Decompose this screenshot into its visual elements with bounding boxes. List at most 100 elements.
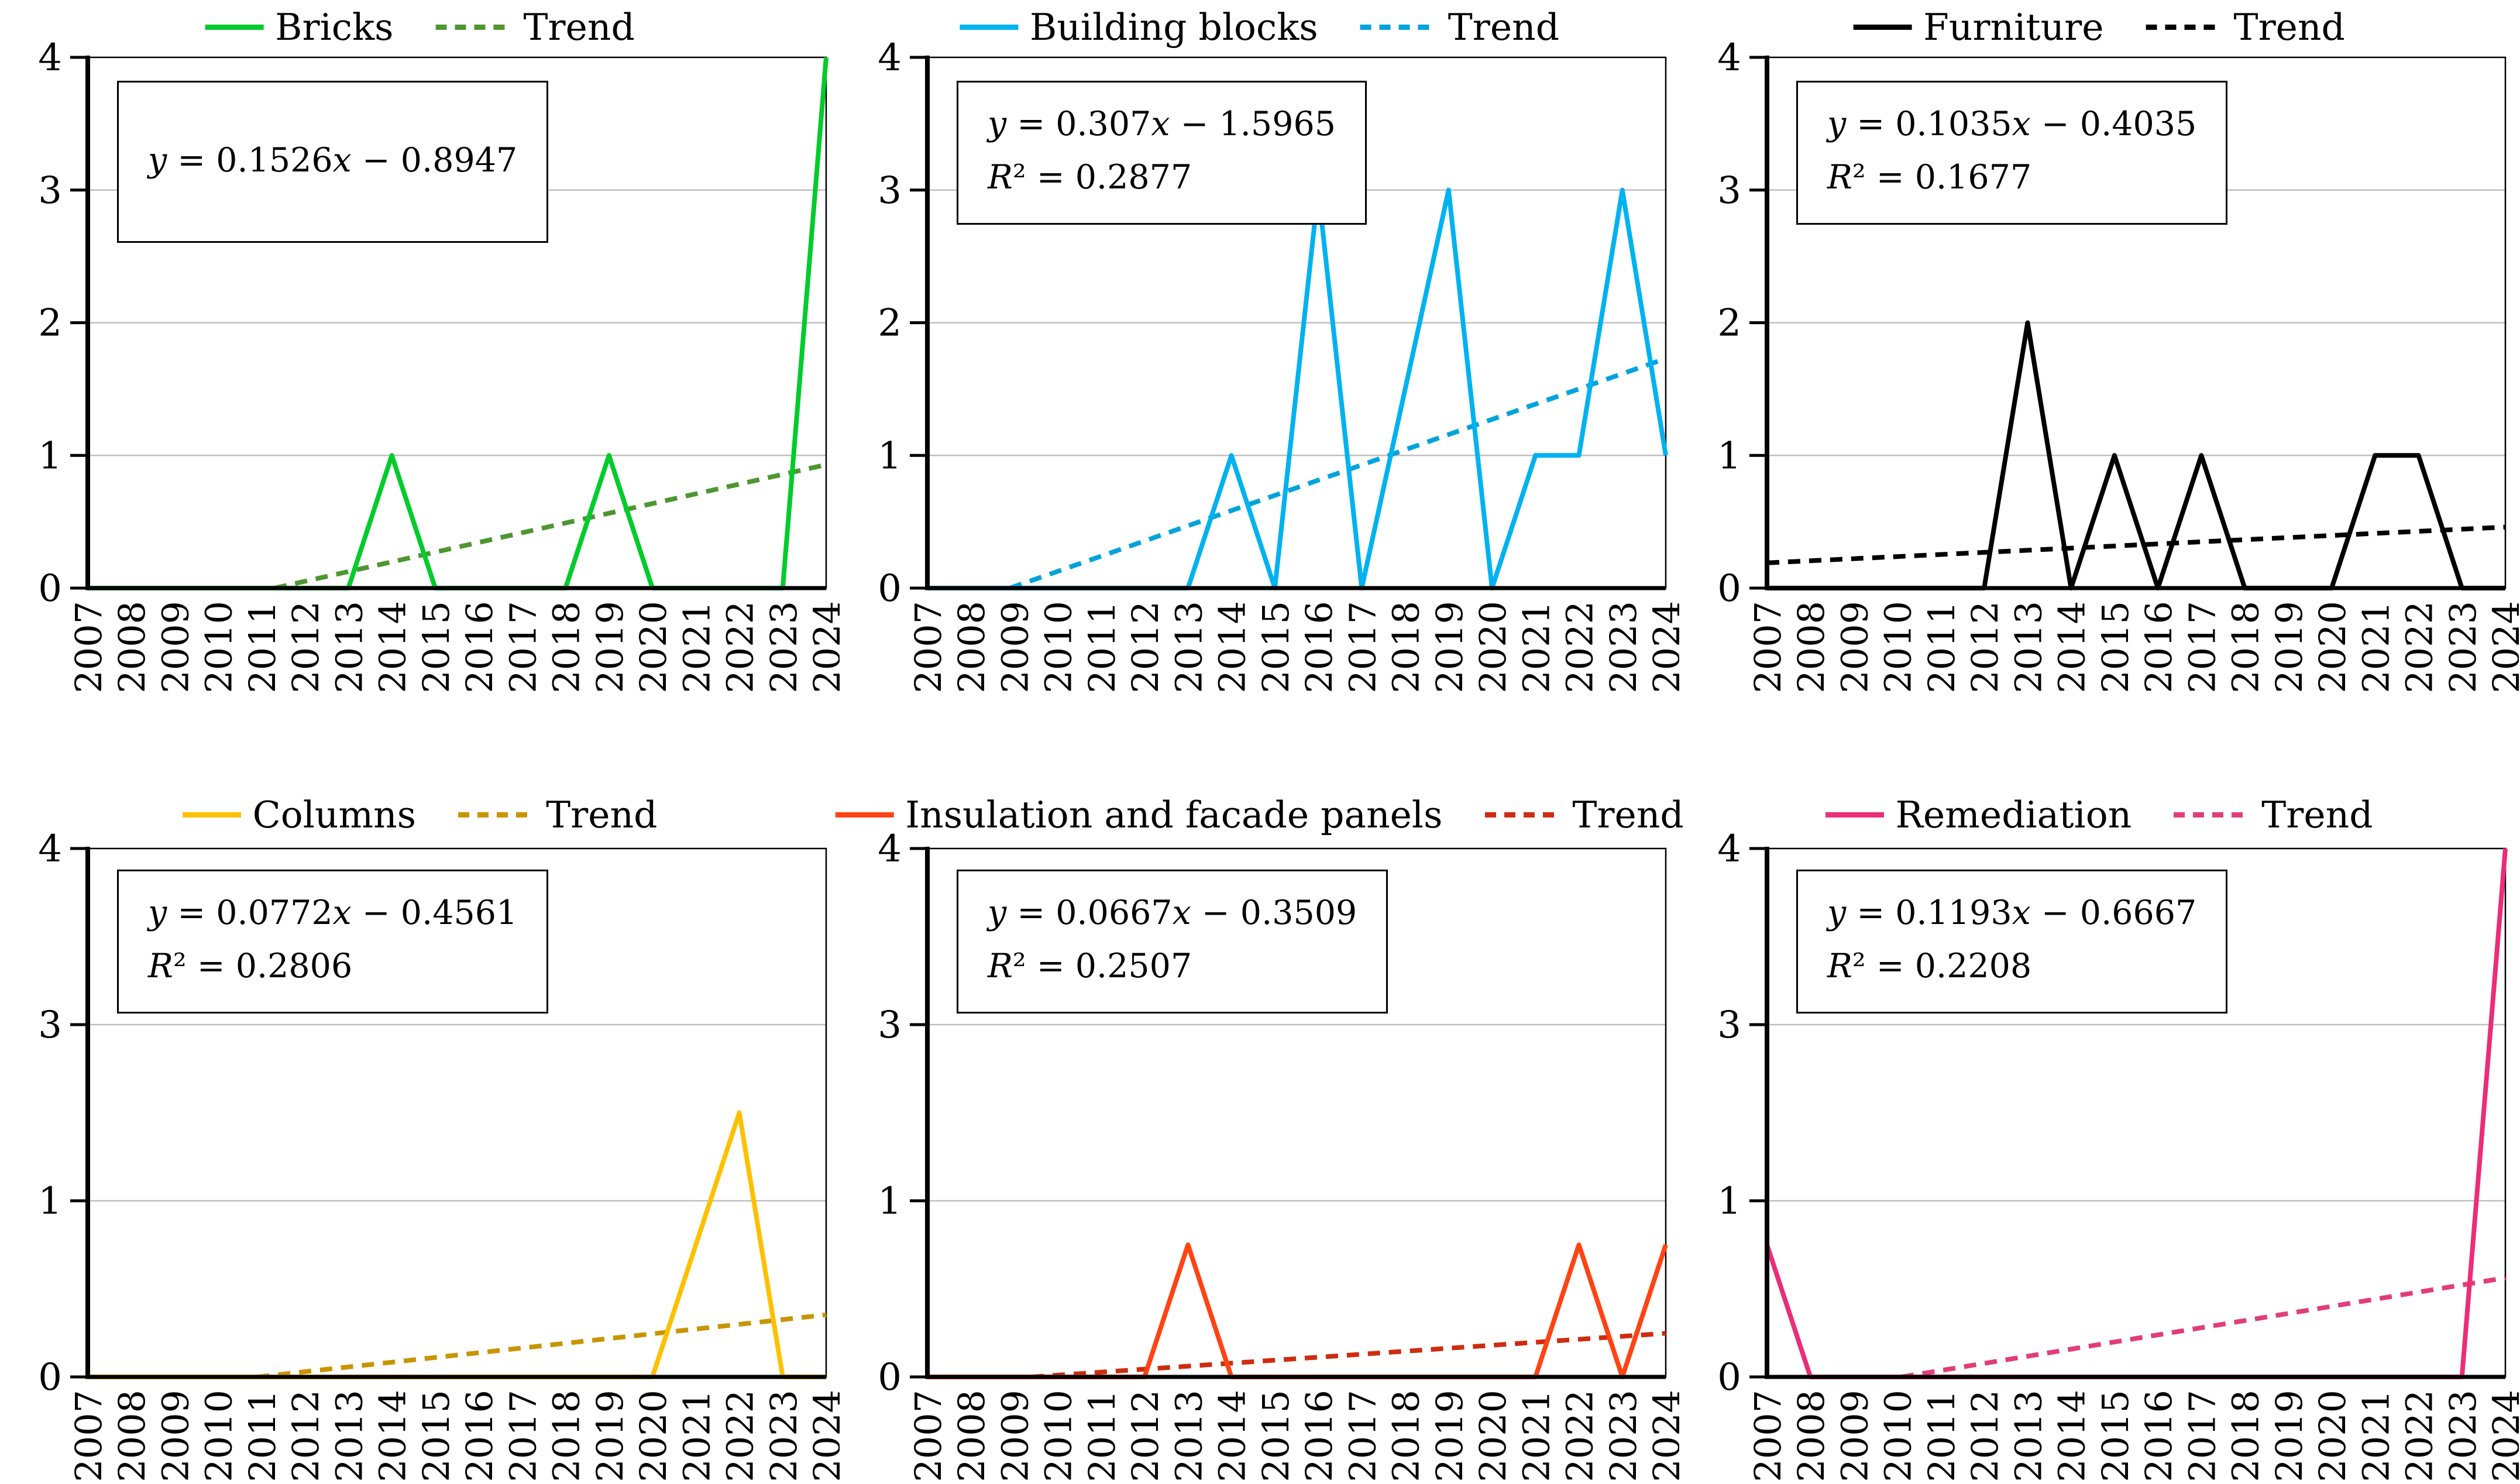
svg-text:0: 0 bbox=[1717, 567, 1741, 610]
svg-text:2010: 2010 bbox=[1877, 601, 1920, 693]
svg-text:2015: 2015 bbox=[415, 601, 458, 693]
svg-text:2021: 2021 bbox=[675, 1390, 718, 1482]
svg-text:2: 2 bbox=[38, 302, 62, 345]
r2-text: R² = 0.2877 bbox=[988, 158, 1192, 197]
trend-line-swatch bbox=[1484, 812, 1561, 817]
svg-text:2022: 2022 bbox=[1559, 1390, 1601, 1482]
svg-text:2: 2 bbox=[1717, 302, 1741, 345]
svg-text:3: 3 bbox=[1717, 1004, 1741, 1047]
gridlines bbox=[1767, 189, 2505, 456]
equation-text: y = 0.0667x − 0.3509 bbox=[988, 894, 1357, 932]
svg-text:1: 1 bbox=[1717, 1180, 1741, 1223]
svg-text:2015: 2015 bbox=[1254, 1390, 1297, 1482]
x-axis-labels: 2007 2008 2009 2010 2011 2012 2013 2014 2015 2016… bbox=[67, 1390, 840, 1482]
trend-line-swatch bbox=[435, 25, 512, 30]
svg-text:2013: 2013 bbox=[328, 601, 370, 693]
svg-text:0: 0 bbox=[38, 1356, 62, 1399]
svg-text:1: 1 bbox=[38, 1180, 62, 1223]
svg-text:2008: 2008 bbox=[950, 1390, 993, 1482]
trend-line-swatch bbox=[1360, 25, 1436, 30]
svg-text:1: 1 bbox=[38, 434, 62, 478]
gridlines bbox=[927, 1023, 1666, 1202]
trend-line bbox=[1009, 356, 1667, 590]
svg-text:2017: 2017 bbox=[2181, 1390, 2223, 1482]
svg-text:2015: 2015 bbox=[1254, 601, 1297, 693]
svg-text:2007: 2007 bbox=[67, 1390, 110, 1482]
svg-text:2023: 2023 bbox=[762, 601, 805, 693]
x-axis-labels: 2007 2008 2009 2010 2011 2012 2013 2014 2015 2016… bbox=[67, 601, 840, 693]
y-axis-labels: 0 1 2 3 4 bbox=[878, 36, 927, 610]
trend-line bbox=[1031, 1331, 1666, 1379]
svg-text:3: 3 bbox=[1717, 169, 1741, 212]
svg-text:1: 1 bbox=[878, 1180, 902, 1223]
svg-text:2018: 2018 bbox=[1385, 601, 1428, 693]
series-line-swatch bbox=[1853, 25, 1912, 30]
svg-text:2007: 2007 bbox=[1747, 1390, 1789, 1482]
series-line-swatch bbox=[959, 25, 1018, 30]
legend: Insulation and facade panels Trend bbox=[835, 793, 1684, 836]
svg-text:2008: 2008 bbox=[1790, 1390, 1833, 1482]
svg-text:4: 4 bbox=[1717, 36, 1741, 80]
svg-text:2022: 2022 bbox=[2398, 601, 2441, 693]
panel-bricks: Bricks Trend y = 0.1526x − 0.8947 0 1 2 3 4 2… bbox=[0, 0, 840, 742]
equation-box: y = 0.307x − 1.5965 R² = 0.2877 bbox=[957, 81, 1367, 225]
svg-text:2021: 2021 bbox=[1515, 1390, 1558, 1482]
series-line-swatch bbox=[182, 812, 241, 817]
svg-text:2019: 2019 bbox=[1428, 601, 1471, 693]
svg-text:2010: 2010 bbox=[1877, 1390, 1920, 1482]
panel-furniture: Furniture Trend y = 0.1035x − 0.4035 R² … bbox=[1679, 0, 2519, 742]
legend-trend-label: Trend bbox=[546, 793, 658, 836]
svg-text:2024: 2024 bbox=[1645, 601, 1679, 693]
y-axis-labels: 0 1 3 4 bbox=[878, 827, 927, 1399]
equation-box: y = 0.1193x − 0.6667 R² = 0.2208 bbox=[1796, 870, 2228, 1014]
gridlines bbox=[927, 189, 1666, 456]
svg-text:2024: 2024 bbox=[2485, 1390, 2519, 1482]
series-line bbox=[927, 187, 1668, 590]
svg-text:2022: 2022 bbox=[1559, 601, 1601, 693]
gridlines bbox=[1767, 1023, 2505, 1202]
svg-text:2007: 2007 bbox=[907, 1390, 950, 1482]
svg-text:3: 3 bbox=[878, 1004, 902, 1047]
svg-text:2016: 2016 bbox=[458, 1390, 501, 1482]
legend-series-label: Building blocks bbox=[1029, 6, 1318, 49]
equation-text: y = 0.1526x − 0.8947 bbox=[148, 141, 518, 180]
svg-text:2009: 2009 bbox=[993, 601, 1036, 693]
trend-line bbox=[1901, 1275, 2506, 1379]
svg-text:2013: 2013 bbox=[2007, 601, 2050, 693]
svg-text:2008: 2008 bbox=[111, 601, 153, 693]
svg-text:2020: 2020 bbox=[1472, 1390, 1514, 1482]
svg-text:2013: 2013 bbox=[1167, 601, 1210, 693]
legend-trend-label: Trend bbox=[1448, 6, 1560, 49]
svg-text:2009: 2009 bbox=[1833, 1390, 1876, 1482]
svg-text:2020: 2020 bbox=[632, 601, 675, 693]
svg-text:2014: 2014 bbox=[1211, 1390, 1254, 1482]
legend-series-label: Furniture bbox=[1923, 6, 2104, 49]
svg-text:2018: 2018 bbox=[545, 1390, 588, 1482]
svg-text:0: 0 bbox=[878, 567, 902, 610]
series-line-swatch bbox=[1825, 812, 1884, 817]
panel-columns: Columns Trend y = 0.0772x − 0.4561 R² = … bbox=[0, 742, 840, 1484]
svg-text:2009: 2009 bbox=[154, 1390, 197, 1482]
x-axis-labels: 2007 2008 2009 2010 2011 2012 2013 2014 2015 2016… bbox=[907, 1390, 1679, 1482]
svg-text:3: 3 bbox=[38, 1004, 62, 1047]
svg-text:2013: 2013 bbox=[2007, 1390, 2050, 1482]
svg-text:2009: 2009 bbox=[993, 1390, 1036, 1482]
svg-text:2: 2 bbox=[878, 302, 902, 345]
chart-plot-columns: 0 1 3 4 2007 2008 2009 2010 2011 2012 2013 2014 2015… bbox=[38, 827, 840, 1482]
svg-text:2011: 2011 bbox=[1081, 601, 1123, 693]
equation-box: y = 0.0772x − 0.4561 R² = 0.2806 bbox=[117, 870, 549, 1014]
r2-text: R² = 0.2806 bbox=[148, 947, 353, 986]
gridlines bbox=[88, 1023, 826, 1202]
svg-text:2019: 2019 bbox=[1428, 1390, 1471, 1482]
legend: Building blocks Trend bbox=[959, 6, 1560, 49]
svg-text:2009: 2009 bbox=[1833, 601, 1876, 693]
svg-text:2014: 2014 bbox=[372, 601, 414, 693]
series-line-swatch bbox=[205, 25, 264, 30]
svg-text:2023: 2023 bbox=[2442, 1390, 2484, 1482]
svg-text:2018: 2018 bbox=[1385, 1390, 1428, 1482]
svg-text:2014: 2014 bbox=[1211, 601, 1254, 693]
svg-text:2019: 2019 bbox=[2268, 1390, 2311, 1482]
svg-text:2008: 2008 bbox=[1790, 601, 1833, 693]
